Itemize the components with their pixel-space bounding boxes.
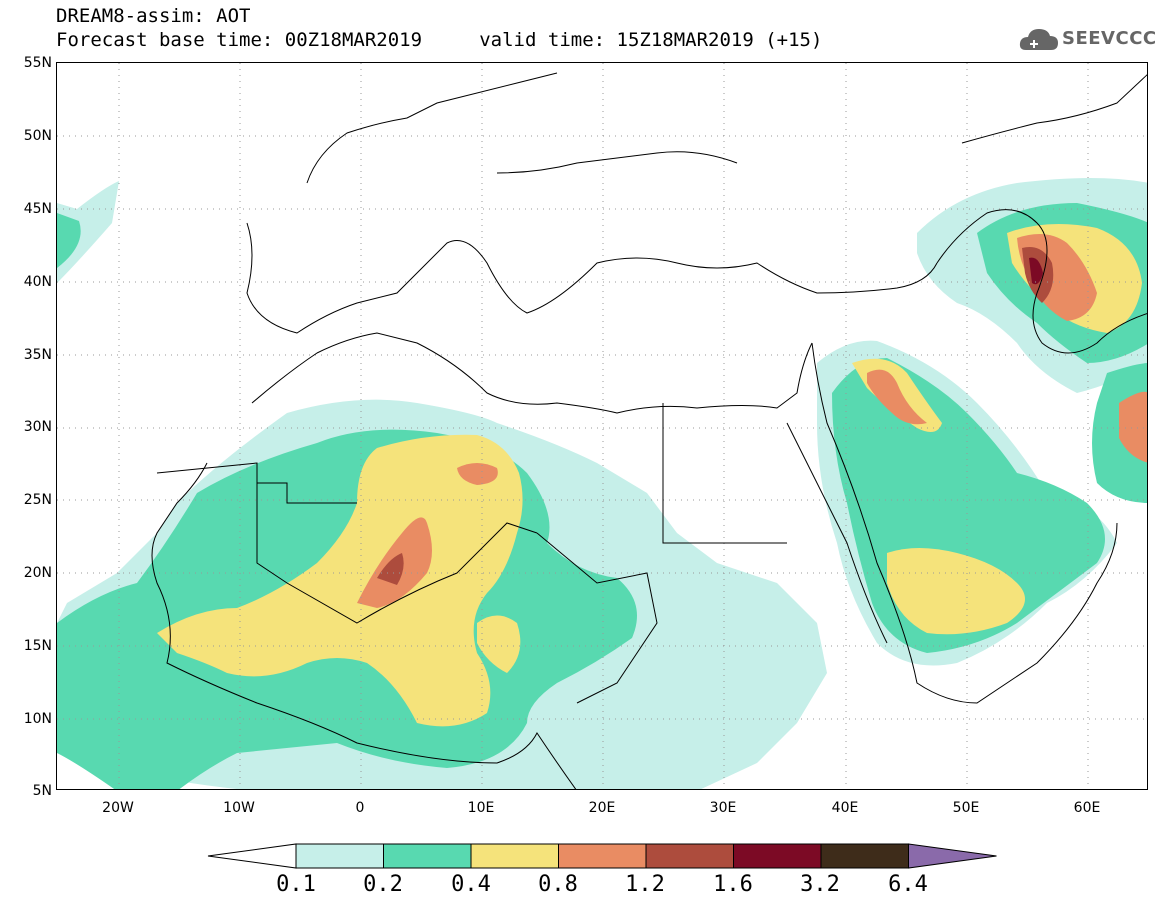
lat-label: 5N [32,783,52,799]
lat-label: 45N [23,201,52,217]
colorbar-segment [733,843,822,869]
lat-label: 40N [23,274,52,290]
colorbar-label: 0.4 [451,872,491,897]
colorbar-label: 1.2 [625,872,665,897]
lat-label: 55N [23,55,52,71]
lat-label: 35N [23,347,52,363]
forecast-times: Forecast base time: 00Z18MAR2019 valid t… [56,29,823,51]
lon-label: 10E [467,800,495,816]
colorbar-segment [645,843,734,869]
colorbar-segment [820,843,909,869]
coastlines [151,72,1147,789]
colorbar-label: 0.1 [276,872,316,897]
lat-label: 25N [23,492,52,508]
lon-label: 10W [223,800,255,816]
lon-label: 50E [952,800,980,816]
map-title: DREAM8-assim: AOT [56,5,251,27]
lat-label: 30N [23,419,52,435]
lat-label: 50N [23,128,52,144]
colorbar [207,843,997,869]
map-area [56,62,1148,790]
lon-label: 60E [1073,800,1101,816]
colorbar-label: 6.4 [888,872,928,897]
colorbar-label: 0.2 [363,872,403,897]
colorbar-label: 1.6 [713,872,753,897]
lon-label: 0 [355,800,365,816]
colorbar-label: 0.8 [538,872,578,897]
cloud-icon [1019,29,1058,50]
graticule [57,63,1147,789]
colorbar-segment [295,843,384,869]
lat-label: 15N [23,638,52,654]
lon-label: 20E [588,800,616,816]
lat-label: 10N [23,711,52,727]
lat-label: 20N [23,565,52,581]
aot-map [57,63,1147,789]
colorbar-segment [470,843,559,869]
logo-text: SEEVCCC [1062,28,1157,49]
aot-shading [57,178,1147,789]
colorbar-arrow-high [908,843,997,869]
colorbar-segment [383,843,472,869]
lon-label: 30E [709,800,737,816]
lon-label: 40E [831,800,859,816]
colorbar-arrow-low [207,843,297,869]
colorbar-segment [558,843,647,869]
colorbar-label: 3.2 [800,872,840,897]
seevccc-logo: SEEVCCC [1018,22,1158,56]
lon-label: 20W [102,800,134,816]
